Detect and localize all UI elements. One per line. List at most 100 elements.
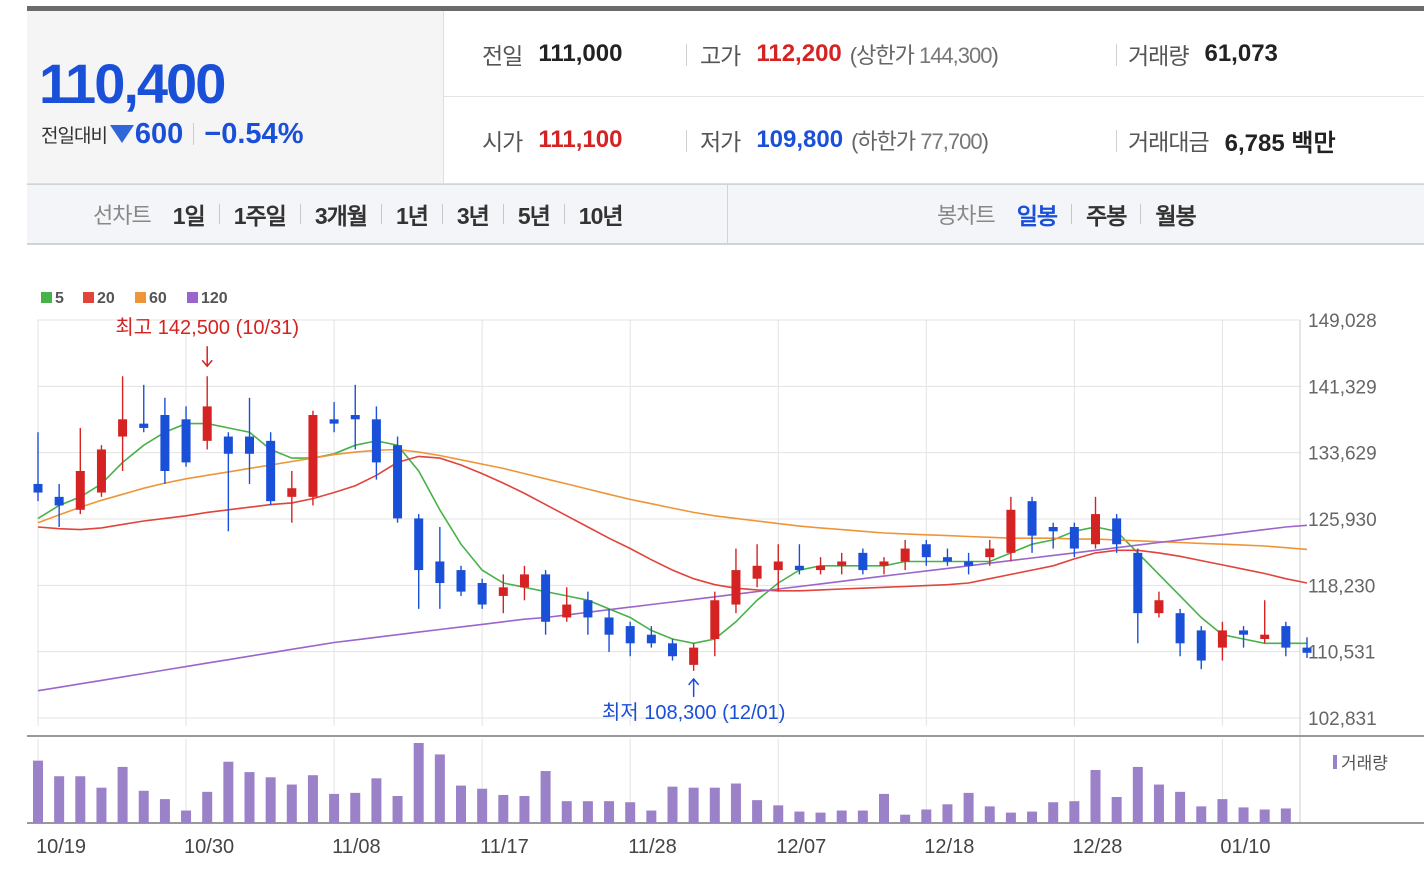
- candle-body: [519, 574, 529, 588]
- volume-bar: [244, 772, 255, 823]
- volume-bar: [138, 790, 149, 823]
- candle-body: [625, 626, 635, 644]
- line-chart-title: 선차트: [93, 203, 152, 228]
- divider: [1116, 130, 1117, 152]
- legend-label-5: 5: [55, 290, 64, 307]
- candle-body: [562, 604, 572, 618]
- triangle-down-icon: [109, 125, 134, 143]
- volume-bar: [75, 776, 86, 823]
- x-tick-label: 11/28: [628, 836, 677, 858]
- stock-candlestick-chart: 5 20 60 120 최고 142,500 (10/31) 최저 108,300 (1…: [27, 290, 1424, 858]
- volume-bar: [413, 743, 424, 823]
- candle-body: [245, 436, 254, 454]
- trade-value-label: 거래대금: [1128, 129, 1210, 155]
- volume-bar: [498, 794, 509, 823]
- divider: [299, 204, 301, 224]
- candle-period-tab-0[interactable]: 일봉: [1016, 203, 1058, 229]
- candle-body: [900, 548, 910, 562]
- candle-period-tab-1[interactable]: 주봉: [1086, 203, 1127, 229]
- line-period-tab-0[interactable]: 1일: [172, 203, 206, 229]
- divider: [218, 204, 220, 224]
- candle-body: [287, 488, 297, 497]
- volume-bar: [456, 785, 466, 823]
- y-tick-label: 102,831: [1308, 709, 1377, 730]
- divider: [193, 123, 195, 145]
- candle-body: [541, 574, 551, 622]
- candle-period-tab-2[interactable]: 월봉: [1155, 203, 1196, 229]
- line-chart-periods: 선차트 1일 1주일 3개월 1년 3년 5년 10년: [93, 185, 624, 243]
- volume-label: 거래량: [1128, 43, 1189, 69]
- line-period-tab-2[interactable]: 3개월: [314, 203, 368, 229]
- volume-bar: [984, 806, 995, 823]
- volume-bar: [561, 801, 572, 823]
- x-tick-label: 12/18: [924, 836, 974, 858]
- candles: [33, 376, 1312, 671]
- divider: [1140, 204, 1142, 224]
- x-tick-label: 11/08: [332, 836, 381, 858]
- y-tick-label: 141,329: [1308, 377, 1377, 398]
- volume-bar: [1090, 770, 1101, 823]
- candle-body: [1112, 518, 1122, 545]
- volume-bar: [1259, 809, 1270, 823]
- candle-body: [837, 561, 847, 566]
- volume-bar: [625, 802, 636, 823]
- line-period-tab-3[interactable]: 1년: [395, 203, 429, 229]
- volume-bar: [202, 791, 213, 823]
- volume-bar: [900, 814, 911, 823]
- x-tick-label: 12/28: [1072, 836, 1122, 858]
- prev-close-label: 전일: [482, 43, 523, 69]
- volume-bar: [815, 812, 826, 823]
- candle-body: [731, 570, 741, 605]
- candle-chart-periods: 봉차트 일봉 주봉 월봉: [937, 185, 1197, 243]
- divider: [1071, 204, 1073, 224]
- y-tick-label: 133,629: [1308, 444, 1377, 465]
- line-period-tab-1[interactable]: 1주일: [233, 203, 287, 229]
- candle-body: [33, 483, 43, 493]
- volume-bar: [96, 787, 107, 823]
- candle-body: [942, 557, 952, 562]
- volume-value: 61,073: [1204, 40, 1278, 67]
- volume-bar: [1196, 806, 1207, 823]
- chart-annotations: 최고 142,500 (10/31) 최저 108,300 (12/01): [115, 316, 785, 724]
- volume-bar: [604, 801, 615, 823]
- candle-body: [118, 419, 128, 437]
- candle-body: [604, 617, 614, 635]
- volume-bar: [1048, 802, 1059, 823]
- change-label: 전일대비: [41, 125, 108, 147]
- divider: [563, 204, 565, 224]
- ma-line-20: [37, 455, 1308, 592]
- high-value: 112,200: [756, 40, 842, 67]
- volume-bar: [1153, 784, 1164, 823]
- candle-body: [223, 436, 233, 454]
- low-value: 109,800: [756, 126, 844, 153]
- volume-bar: [1069, 801, 1080, 823]
- low-annotation: 최저 108,300 (12/01): [602, 701, 786, 724]
- lower-limit-value: 77,700: [920, 129, 982, 154]
- volume-bar: [1005, 812, 1016, 823]
- volume-bar: [667, 786, 678, 823]
- candle-body: [371, 419, 381, 463]
- stock-summary-panel: 110,400 전일대비 600 −0.54% 전일 111,000 고가 11…: [27, 6, 1424, 184]
- volume-bar: [963, 792, 974, 823]
- divider: [502, 204, 504, 224]
- current-price-box: 110,400 전일대비 600 −0.54%: [27, 11, 444, 184]
- candle-body: [1069, 527, 1079, 549]
- volume-bar: [223, 761, 234, 823]
- line-period-tab-5[interactable]: 5년: [517, 203, 551, 229]
- candle-body: [329, 419, 339, 424]
- candle-body: [816, 565, 826, 571]
- candle-body: [879, 561, 889, 566]
- volume-bar: [54, 776, 65, 823]
- line-period-tab-4[interactable]: 3년: [456, 203, 490, 229]
- volume-bar: [477, 788, 488, 823]
- candle-body: [96, 449, 106, 493]
- arrow-down-icon: [201, 359, 213, 368]
- trade-value: 6,785 백만: [1224, 129, 1336, 157]
- candle-body: [308, 415, 318, 497]
- candle-body: [1260, 634, 1270, 640]
- x-tick-label: 11/17: [480, 836, 529, 858]
- volume-bar: [1027, 811, 1038, 823]
- candle-body: [1196, 630, 1206, 661]
- line-period-tab-6[interactable]: 10년: [578, 203, 624, 229]
- price-change-row: 전일대비 600 −0.54%: [41, 117, 303, 151]
